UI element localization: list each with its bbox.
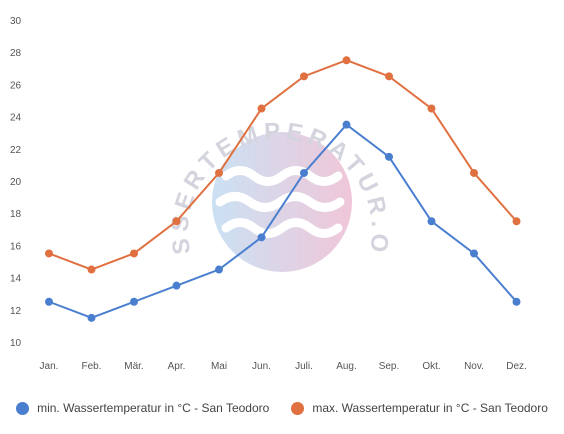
data-point[interactable] bbox=[257, 104, 266, 113]
x-tick-label: Sep. bbox=[379, 361, 400, 372]
y-tick-label: 14 bbox=[10, 274, 22, 285]
legend-label-min: min. Wassertemperatur in °C - San Teodor… bbox=[37, 401, 270, 415]
y-tick-label: 30 bbox=[10, 16, 22, 27]
data-point[interactable] bbox=[130, 297, 138, 306]
data-point[interactable] bbox=[215, 265, 223, 274]
data-point[interactable] bbox=[300, 168, 308, 177]
y-tick-label: 22 bbox=[10, 145, 22, 156]
data-point[interactable] bbox=[385, 72, 393, 81]
x-tick-label: Juli. bbox=[295, 361, 313, 372]
y-tick-label: 12 bbox=[10, 306, 22, 317]
legend-marker-min bbox=[16, 401, 30, 415]
water-temperature-chart: WASSERTEMPERATUR.ORG 10 12 14 16 18 20 22 24 26 2… bbox=[0, 0, 527, 372]
x-tick-label: Apr. bbox=[168, 361, 186, 372]
x-axis: Jan. Feb. Mär. Apr. Mai Jun. Juli. Aug. Sep. Okt.… bbox=[40, 361, 527, 372]
data-point[interactable] bbox=[470, 168, 478, 177]
data-point[interactable] bbox=[427, 104, 436, 113]
series-min bbox=[45, 120, 521, 322]
legend-label-max: max. Wassertemperatur in °C - San Teodor… bbox=[312, 401, 548, 415]
series-layer bbox=[45, 56, 521, 322]
y-axis: 10 12 14 16 18 20 22 24 26 28 30 bbox=[10, 16, 22, 349]
y-tick-label: 18 bbox=[10, 209, 22, 220]
data-point[interactable] bbox=[87, 265, 96, 274]
x-tick-label: Okt. bbox=[422, 361, 440, 372]
y-tick-label: 20 bbox=[10, 177, 22, 188]
data-point[interactable] bbox=[385, 152, 393, 161]
series-line bbox=[48, 123, 518, 319]
x-tick-label: Mai bbox=[211, 361, 227, 372]
data-point[interactable] bbox=[512, 217, 521, 226]
data-point[interactable] bbox=[172, 217, 181, 226]
x-tick-label: Nov. bbox=[464, 361, 484, 372]
data-point[interactable] bbox=[470, 249, 478, 258]
data-point[interactable] bbox=[257, 233, 266, 242]
data-point[interactable] bbox=[215, 168, 223, 177]
watermark-logo: WASSERTEMPERATUR.ORG bbox=[0, 0, 389, 272]
data-point[interactable] bbox=[512, 297, 521, 306]
data-point[interactable] bbox=[342, 120, 351, 129]
y-tick-label: 16 bbox=[10, 241, 22, 252]
data-point[interactable] bbox=[87, 313, 96, 322]
x-tick-label: Jun. bbox=[252, 361, 271, 372]
x-tick-label: Aug. bbox=[336, 361, 357, 372]
x-tick-label: Dez. bbox=[506, 361, 527, 372]
y-tick-label: 26 bbox=[10, 80, 22, 91]
x-tick-label: Jan. bbox=[40, 361, 59, 372]
data-point[interactable] bbox=[300, 72, 308, 81]
x-tick-label: Feb. bbox=[81, 361, 101, 372]
x-tick-label: Mär. bbox=[124, 361, 143, 372]
series-line bbox=[48, 59, 518, 271]
data-point[interactable] bbox=[130, 249, 138, 258]
y-tick-label: 10 bbox=[10, 338, 22, 349]
y-tick-label: 24 bbox=[10, 113, 22, 124]
data-point[interactable] bbox=[342, 56, 351, 65]
data-point[interactable] bbox=[45, 249, 53, 258]
data-point[interactable] bbox=[427, 217, 436, 226]
legend: min. Wassertemperatur in °C - San Teodor… bbox=[0, 396, 564, 420]
y-tick-label: 28 bbox=[10, 48, 22, 59]
data-point[interactable] bbox=[45, 297, 53, 306]
legend-marker-max bbox=[291, 401, 305, 415]
legend-item-min[interactable]: min. Wassertemperatur in °C - San Teodor… bbox=[16, 401, 269, 415]
series-max bbox=[45, 56, 521, 274]
legend-item-max[interactable]: max. Wassertemperatur in °C - San Teodor… bbox=[291, 401, 548, 415]
data-point[interactable] bbox=[172, 281, 181, 290]
